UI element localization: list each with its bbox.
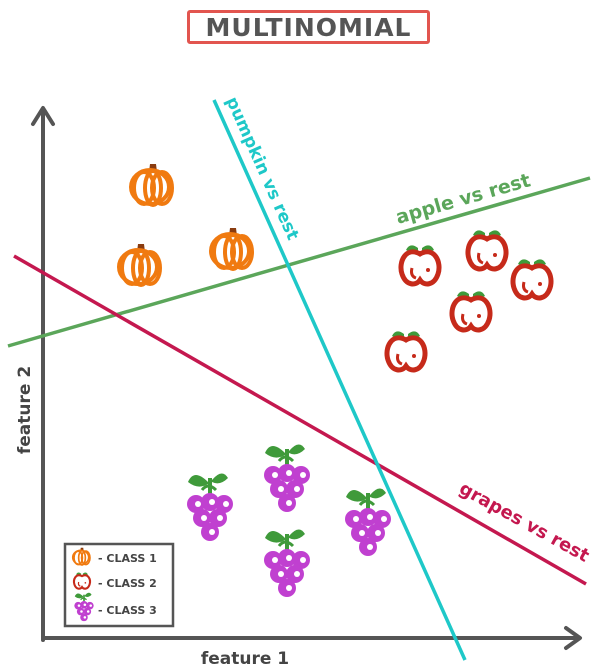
pumpkin-icon xyxy=(129,162,174,207)
apple-icon xyxy=(452,291,490,330)
pumpkin-icon xyxy=(209,226,254,271)
x-axis xyxy=(41,626,582,650)
pumpkin-vs-rest-line xyxy=(212,99,467,661)
legend-item-class-1: - CLASS 1 xyxy=(98,552,157,565)
x-axis-label: feature 1 xyxy=(201,649,289,669)
apple-icon xyxy=(513,259,551,298)
pumpkin-vs-rest-label: pumpkin vs rest xyxy=(221,94,302,243)
apple-icon xyxy=(387,331,425,370)
apple-icon xyxy=(72,571,92,590)
grapes-icon xyxy=(262,527,312,599)
page-title: MULTINOMIAL xyxy=(205,12,412,42)
grapes-vs-rest-line xyxy=(13,254,587,586)
apple-vs-rest-line xyxy=(7,176,591,348)
grapes-icon xyxy=(343,486,393,558)
y-axis-label: feature 2 xyxy=(15,366,35,454)
pumpkin-icon xyxy=(117,242,162,287)
legend-item-class-2: - CLASS 2 xyxy=(98,577,157,590)
apple-icon xyxy=(468,230,506,269)
apple-icon xyxy=(401,245,439,284)
legend-item-class-3: - CLASS 3 xyxy=(98,604,157,617)
legend: - CLASS 1 - CLASS 2 - CLASS 3 xyxy=(63,542,175,628)
y-axis xyxy=(31,106,55,642)
grapes-icon xyxy=(185,471,235,543)
title-box: MULTINOMIAL xyxy=(187,10,430,44)
grapes-icon xyxy=(262,442,312,514)
